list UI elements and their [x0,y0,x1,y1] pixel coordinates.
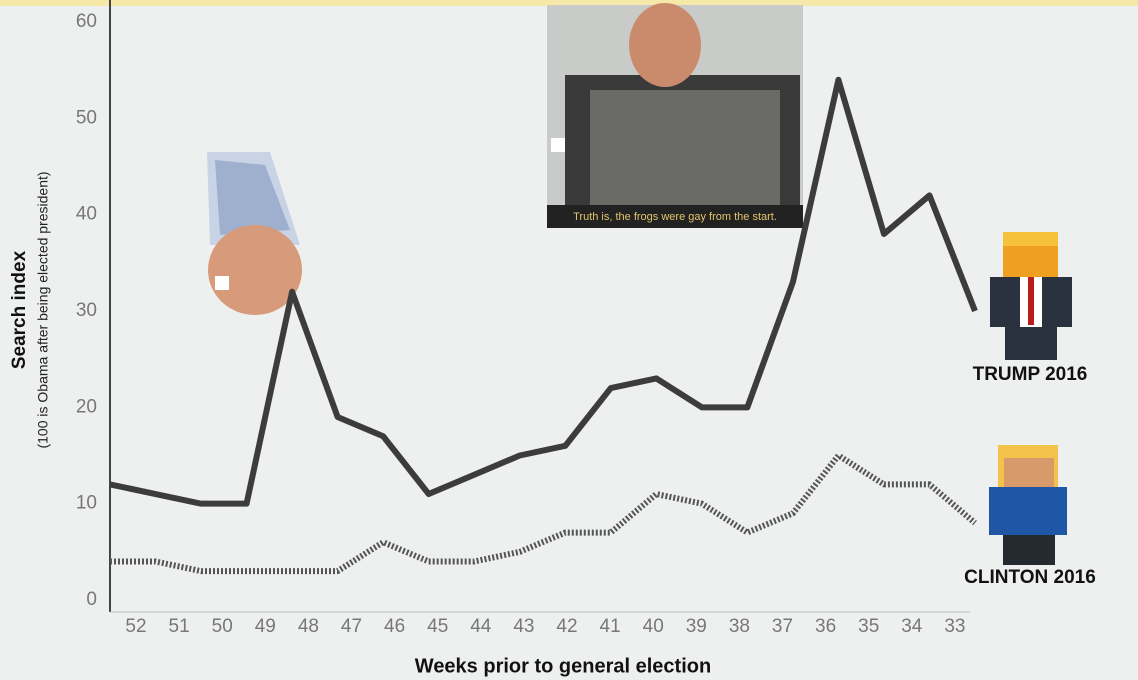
clinton-avatar [989,445,1067,565]
x-tick-label: 46 [384,616,405,637]
y-tick-label: 30 [76,300,97,321]
y-tick-label: 0 [86,589,97,610]
x-tick-label: 48 [298,616,319,637]
x-tick-label: 34 [901,616,923,637]
y-tick-label: 20 [76,396,97,417]
movie-image: Truth is, the frogs were gay from the st… [547,3,803,228]
y-tick-label: 60 [76,11,97,32]
x-tick-label: 33 [944,616,965,637]
x-tick-label: 39 [686,616,707,637]
x-tick-label: 47 [341,616,362,637]
x-tick-label: 35 [858,616,879,637]
x-tick-label: 52 [125,616,146,637]
x-axis-label: Weeks prior to general election [415,655,711,677]
x-tick-label: 44 [470,616,492,637]
top-band [0,0,1138,6]
series-line [109,76,978,507]
x-tick-label: 40 [643,616,664,637]
trump-avatar [990,232,1072,360]
y-tick-label: 50 [76,107,97,128]
x-tick-label: 49 [255,616,276,637]
x-tick-label: 41 [600,616,621,637]
y-tick-label: 10 [76,493,97,514]
y-tick-label: 40 [76,204,97,225]
tinfoil-image [207,152,302,315]
x-tick-label: 45 [427,616,448,637]
series-label: CLINTON 2016 [964,567,1096,588]
x-tick-label: 43 [513,616,534,637]
annotation: Truth is, the frogs were gay from the st… [573,211,777,223]
x-tick-label: 50 [212,616,233,637]
x-tick-label: 37 [772,616,793,637]
series-label: TRUMP 2016 [973,364,1088,385]
y-axis-sublabel: (100 is Obama after being elected presid… [35,171,51,448]
x-tick-label: 38 [729,616,750,637]
series-line [110,452,977,575]
y-axis-label: Search index [9,250,30,369]
x-tick-label: 51 [169,616,190,637]
x-tick-label: 42 [556,616,577,637]
x-tick-label: 36 [815,616,836,637]
